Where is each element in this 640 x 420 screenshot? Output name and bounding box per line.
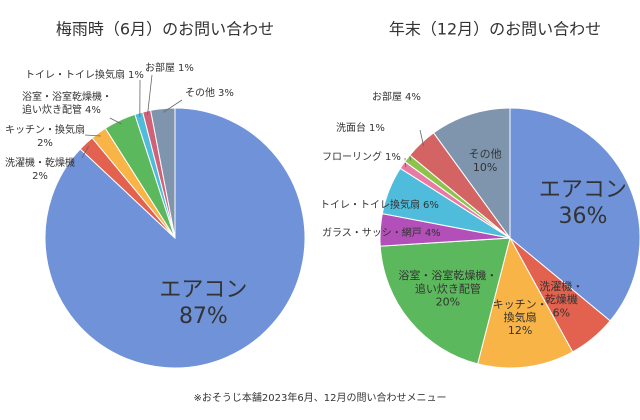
slice-label: 洗濯機・乾燥機 — [539, 279, 583, 306]
slice-label: 洗面台 — [336, 121, 366, 134]
footnote: ※おそうじ本舗2023年6月、12月の問い合わせメニュー — [194, 391, 447, 404]
value-label: 1% — [369, 123, 385, 134]
pie-slice — [477, 236, 574, 369]
value-label: 4% — [85, 105, 101, 116]
pie-slice — [509, 107, 640, 322]
pie-slice — [150, 107, 176, 239]
slice-label: 洗濯機・乾燥機 — [5, 156, 75, 169]
leader-line — [109, 117, 122, 125]
value-label: 87% — [179, 304, 228, 329]
value-label: 1% — [385, 152, 401, 163]
leader-line — [147, 74, 153, 115]
value-label: 20% — [436, 296, 460, 309]
leader-line — [162, 99, 183, 113]
value-label: 6% — [553, 306, 570, 319]
chart-title: 梅雨時（6月）のお問い合わせ — [56, 20, 274, 39]
slice-label: ガラス・サッシ・網戸 — [322, 226, 422, 239]
value-label: 1% — [178, 63, 194, 74]
value-label: 4% — [405, 92, 421, 103]
pie-slice — [432, 107, 511, 240]
leader-line — [419, 129, 425, 147]
leader-line — [84, 134, 101, 137]
value-label: 2% — [37, 138, 53, 149]
value-label: 36% — [558, 204, 607, 229]
slice-label: エアコン — [539, 177, 627, 202]
slice-label: フローリング — [322, 150, 382, 163]
slice-label: キッチン・換気扇 — [493, 298, 548, 324]
slice-label: 浴室・浴室乾燥機・追い炊き配管 — [22, 90, 112, 116]
value-label: 1% — [128, 70, 144, 81]
value-label: 4% — [425, 228, 441, 239]
slice-label: お部屋 — [372, 90, 402, 103]
slice-label: トイレ・トイレ換気扇 — [25, 68, 125, 81]
leader-line — [81, 145, 90, 159]
slice-label: 浴室・浴室乾燥機・追い炊き配管 — [398, 268, 497, 295]
slice-label: その他 — [185, 86, 215, 99]
chart-title: 年末（12月）のお問い合わせ — [389, 20, 601, 39]
pie-slice — [379, 237, 511, 365]
slice-label: キッチン・換気扇 — [5, 123, 85, 136]
value-label: 2% — [32, 171, 48, 182]
value-label: 6% — [423, 200, 439, 211]
slice-label: その他 — [469, 148, 502, 161]
value-label: 3% — [218, 88, 234, 99]
slice-label: お部屋 — [145, 61, 175, 74]
slice-label: エアコン — [159, 277, 247, 302]
value-label: 12% — [508, 324, 532, 337]
slice-label: トイレ・トイレ換気扇 — [320, 198, 420, 211]
value-label: 10% — [473, 161, 497, 174]
